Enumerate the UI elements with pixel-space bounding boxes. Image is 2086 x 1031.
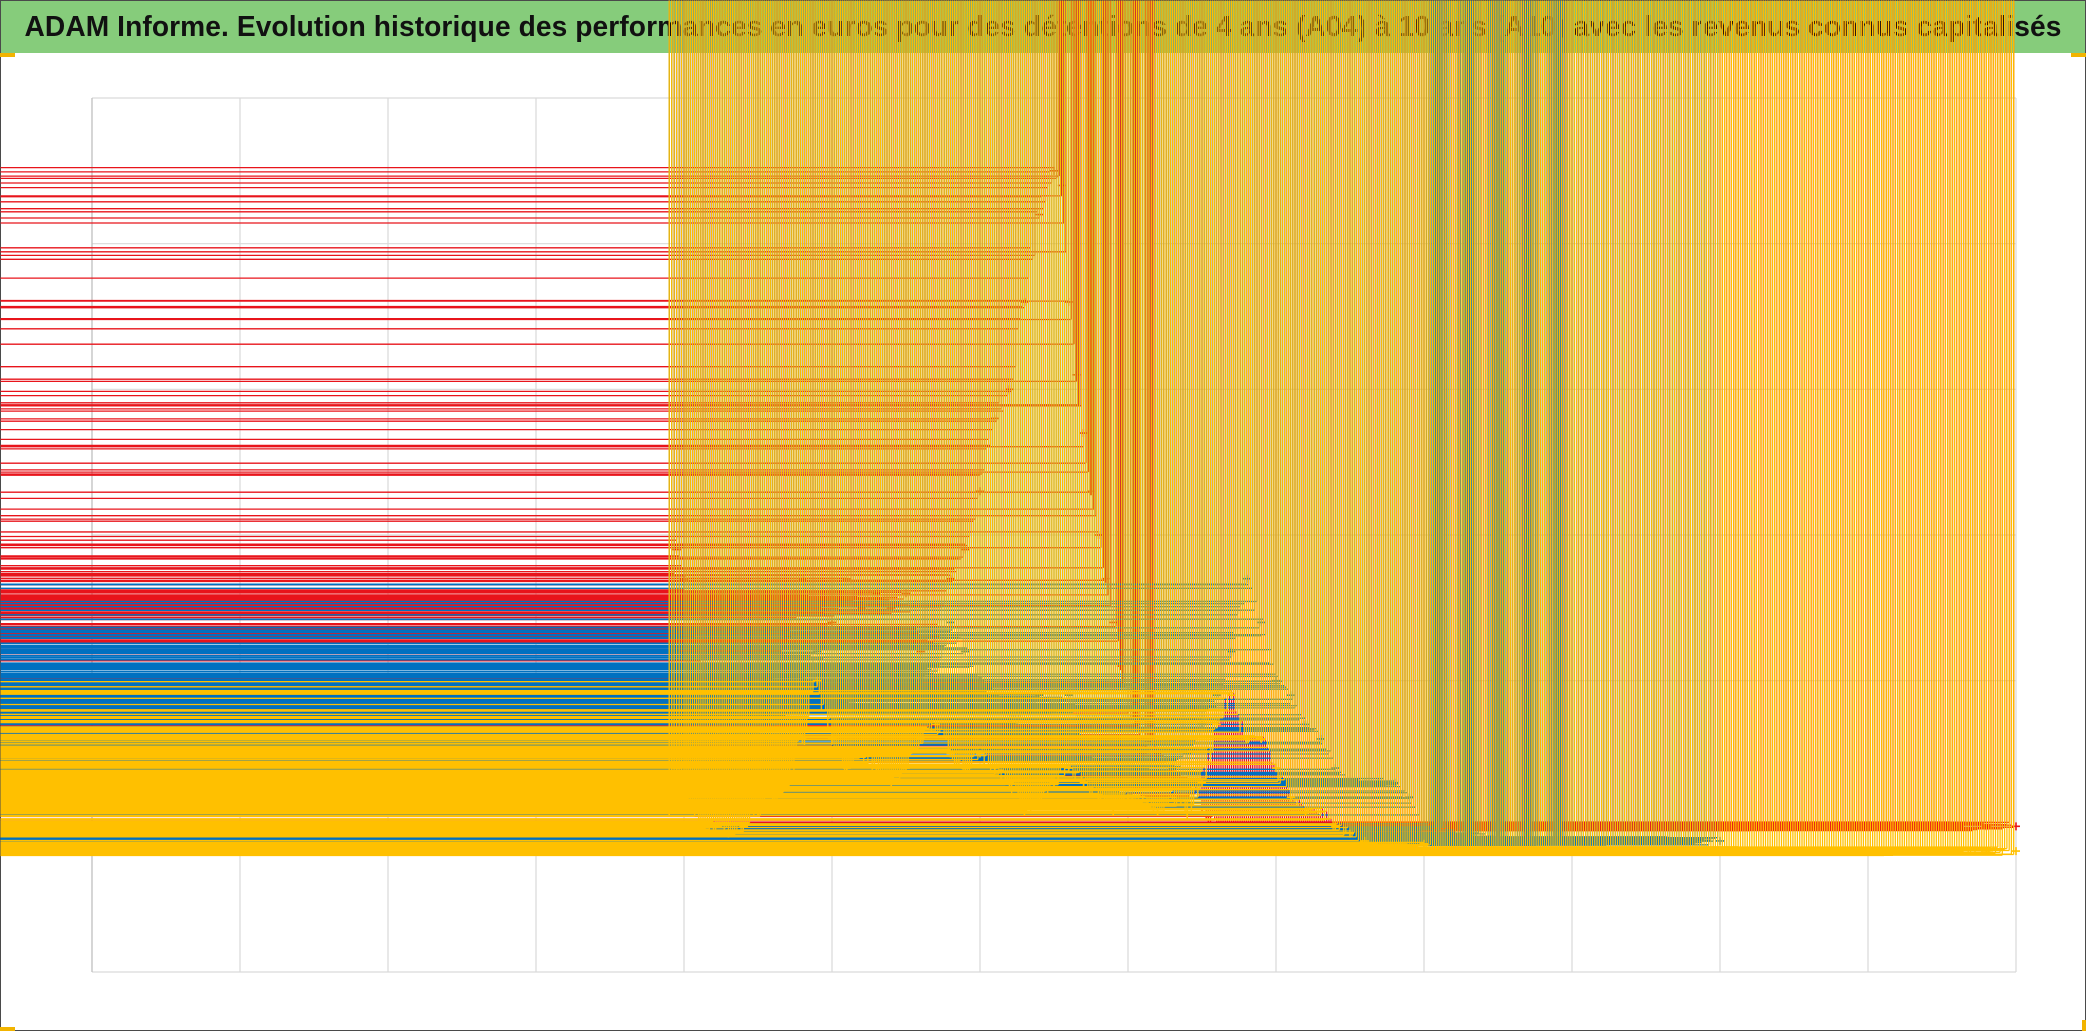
corner-mark-top-right: [2071, 53, 2086, 57]
data-point: [1272, 764, 1280, 773]
series-marker-cloud: [0, 0, 2015, 857]
corner-mark-bottom-right: [2082, 1020, 2086, 1031]
series-3: [0, 0, 2020, 857]
corner-mark-top-left: [0, 53, 15, 57]
corner-mark-bottom-left: [0, 1027, 15, 1031]
